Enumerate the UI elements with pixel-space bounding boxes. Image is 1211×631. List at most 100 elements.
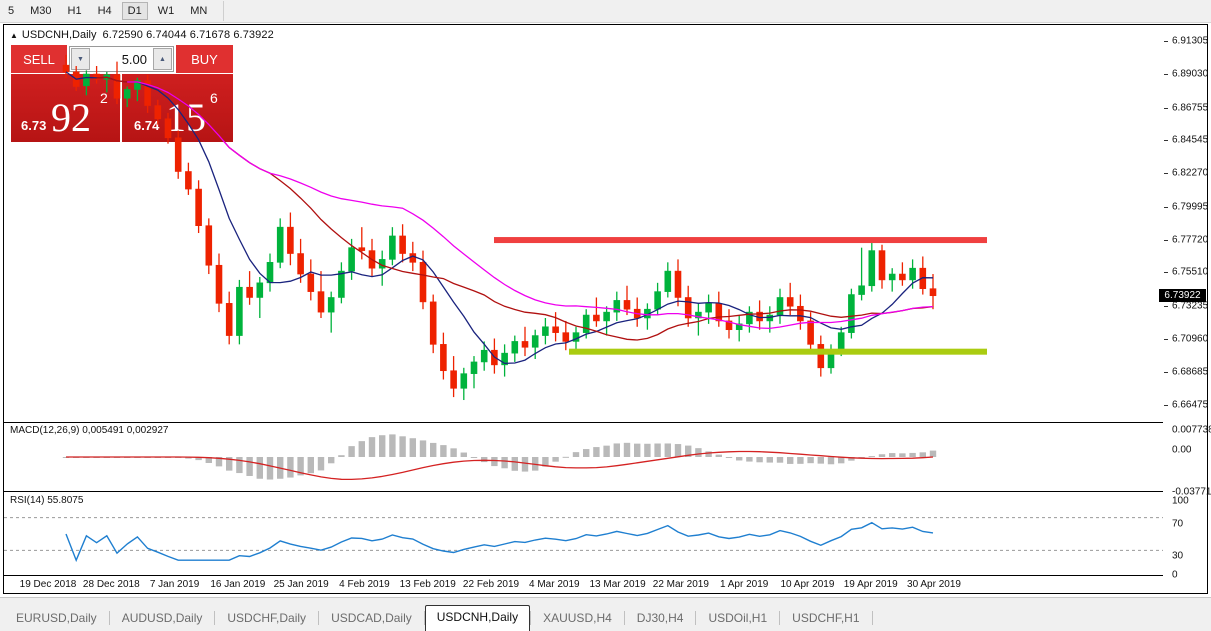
price-label: 6.70960: [1172, 333, 1209, 345]
one-click-trading-panel[interactable]: SELL ▼ 5.00 ▲ BUY 6.73 92 2 6.74 15 6: [11, 45, 233, 142]
tab-separator: [318, 611, 320, 625]
tab-separator: [423, 611, 425, 625]
tab-separator: [623, 611, 625, 625]
date-label: 7 Jan 2019: [149, 579, 200, 590]
date-label: 22 Mar 2019: [652, 579, 709, 590]
volume-increment-button[interactable]: ▲: [153, 48, 172, 70]
macd-axis-label: -0.037714: [1172, 486, 1211, 498]
macd-axis: 0.007738 0.00 -0.037714: [1164, 422, 1211, 498]
tab-separator: [779, 611, 781, 625]
price-tick: [1164, 107, 1168, 109]
price-tick: [1164, 41, 1168, 43]
price-tick: [1164, 173, 1168, 175]
chart-tab-xauusd-h4[interactable]: XAUUSD,H4: [543, 611, 612, 625]
chart-tab-eurusd-daily[interactable]: EURUSD,Daily: [16, 611, 97, 625]
date-label: 13 Mar 2019: [589, 579, 646, 590]
chart-window[interactable]: ▲ USDCNH,Daily 6.72590 6.74044 6.71678 6.7…: [3, 24, 1211, 594]
timeframe-m30[interactable]: M30: [30, 5, 52, 17]
price-label: 6.68685: [1172, 366, 1209, 378]
date-label: 19 Dec 2018: [19, 579, 77, 590]
date-label: 13 Feb 2019: [399, 579, 456, 590]
rsi-subwindow: RSI(14) 55.8075: [4, 493, 1163, 576]
date-label: 4 Mar 2019: [528, 579, 580, 590]
rsi-plot: [4, 517, 1163, 563]
rsi-axis-label: 30: [1172, 550, 1184, 562]
price-plot: [62, 54, 987, 401]
buy-price-prefix: 6.74: [134, 118, 160, 133]
chart-ohlc-values: 6.72590 6.74044 6.71678 6.73922: [102, 29, 274, 41]
price-tick: [1164, 206, 1168, 208]
sell-price-fraction: 2: [100, 90, 108, 106]
sell-price-prefix: 6.73: [21, 118, 47, 133]
date-label: 22 Feb 2019: [462, 579, 520, 590]
chart-tab-usdcnh-daily[interactable]: USDCNH,Daily: [424, 605, 531, 631]
collapse-icon[interactable]: ▲: [10, 30, 18, 40]
chart-symbol: USDCNH,Daily: [21, 29, 97, 41]
chart-tab-dj30-h4[interactable]: DJ30,H4: [636, 611, 684, 625]
rsi-axis-label: 100: [1172, 495, 1189, 507]
price-label: 6.86755: [1172, 102, 1209, 114]
price-tick: [1164, 272, 1168, 274]
timeframe-h4[interactable]: H4: [97, 5, 112, 17]
date-label: 1 Apr 2019: [719, 579, 769, 590]
date-label: 30 Apr 2019: [907, 579, 961, 590]
timeframe-5[interactable]: 5: [8, 5, 15, 17]
timeframe-mn[interactable]: MN: [190, 5, 208, 17]
date-label: 19 Apr 2019: [843, 579, 898, 590]
macd-plot: [62, 434, 937, 481]
toolbar-separator: [223, 1, 225, 21]
price-tick: [1164, 140, 1168, 142]
price-label: 6.73235: [1172, 300, 1209, 312]
price-label: 6.66475: [1172, 399, 1209, 411]
rsi-label: RSI(14) 55.8075: [10, 495, 84, 506]
sell-price-big: 92: [51, 95, 91, 140]
chart-tab-audusd-daily[interactable]: AUDUSD,Daily: [121, 611, 203, 625]
date-label: 16 Jan 2019: [210, 579, 266, 590]
date-label: 10 Apr 2019: [780, 579, 835, 590]
timeframe-h1[interactable]: H1: [67, 5, 82, 17]
sell-price-quote[interactable]: 6.73 92 2: [11, 74, 120, 142]
macd-axis-label: 0.007738: [1172, 424, 1211, 436]
date-label: 4 Feb 2019: [339, 579, 390, 590]
chart-tab-usdoil-h1[interactable]: USDOil,H1: [708, 611, 768, 625]
volume-decrement-button[interactable]: ▼: [71, 48, 90, 70]
buy-button[interactable]: BUY: [176, 45, 233, 73]
price-tick: [1164, 305, 1168, 307]
volume-value[interactable]: 5.00: [121, 51, 147, 67]
price-label: 6.77720: [1172, 234, 1209, 246]
tab-separator: [695, 611, 697, 625]
macd-label: MACD(12,26,9) 0,005491 0,002927: [10, 425, 169, 436]
chart-tab-usdchf-h1[interactable]: USDCHF,H1: [792, 611, 860, 625]
timeframe-toolbar: 5 M30 H1 H4 D1 W1 MN: [0, 0, 1211, 23]
tab-separator: [108, 611, 110, 625]
timeframe-w1[interactable]: W1: [157, 5, 175, 17]
price-tick: [1164, 339, 1168, 341]
volume-field[interactable]: ▼ 5.00 ▲: [69, 46, 174, 72]
price-axis: 6.91305 6.89030 6.86755 6.84545 6.82270 6.799…: [1164, 25, 1208, 423]
macd-axis-label: 0.00: [1172, 444, 1192, 456]
chart-title: ▲ USDCNH,Daily 6.72590 6.74044 6.71678 6.7…: [10, 29, 274, 41]
price-tick: [1164, 404, 1168, 406]
price-tick: [1164, 240, 1168, 242]
macd-subwindow: MACD(12,26,9) 0,005491 0,002927: [4, 422, 1163, 492]
chart-tab-usdchf-daily[interactable]: USDCHF,Daily: [227, 611, 307, 625]
price-tick: [1164, 74, 1168, 76]
tab-separator: [871, 611, 873, 625]
rsi-axis-label: 70: [1172, 518, 1184, 530]
date-label: 28 Dec 2018: [82, 579, 140, 590]
rsi-axis: 100 70 30 0: [1164, 493, 1211, 581]
price-label: 6.82270: [1172, 167, 1209, 179]
date-label: 25 Jan 2019: [273, 579, 329, 590]
price-label: 6.89030: [1172, 68, 1209, 80]
chart-tabs: EURUSD,Daily AUDUSD,Daily USDCHF,Daily USDC…: [4, 605, 873, 631]
tab-separator: [530, 611, 532, 625]
chart-tab-usdcad-daily[interactable]: USDCAD,Daily: [331, 611, 412, 625]
timeframe-d1[interactable]: D1: [121, 2, 148, 20]
price-label: 6.75510: [1172, 266, 1209, 278]
price-label: 6.79995: [1172, 201, 1209, 213]
current-price-badge: 6.73922: [1159, 288, 1206, 302]
sell-button[interactable]: SELL: [11, 45, 67, 73]
price-label: 6.84545: [1172, 134, 1209, 146]
date-axis: 19 Dec 2018 28 Dec 2018 7 Jan 2019 16 Jan 2…: [4, 577, 1163, 594]
rsi-axis-label: 0: [1172, 569, 1178, 581]
